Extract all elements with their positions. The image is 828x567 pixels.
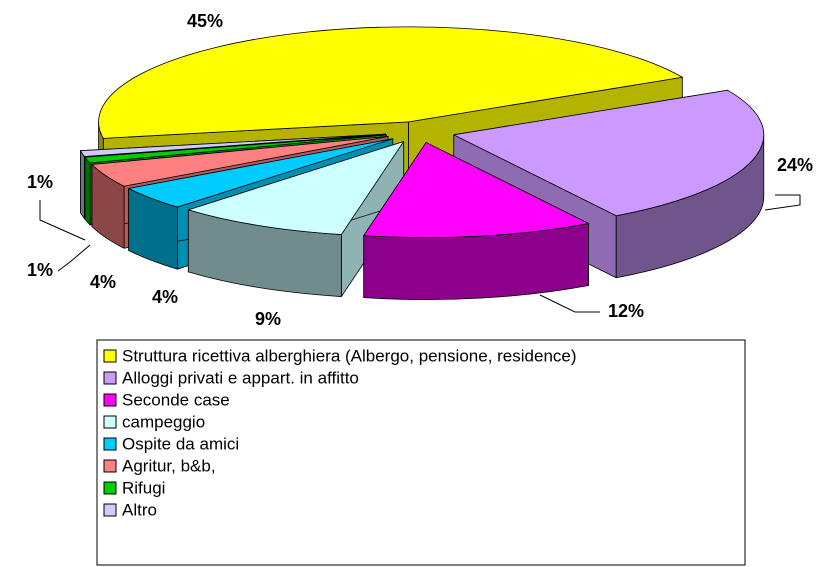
legend-swatch	[103, 371, 117, 385]
legend-swatch	[103, 393, 117, 407]
slice-side	[84, 156, 91, 226]
legend-label: Agritur, b&b,	[122, 456, 216, 475]
legend-box	[96, 339, 746, 566]
data-label: 45%	[187, 11, 223, 31]
legend-swatch	[103, 415, 117, 429]
legend-swatch	[103, 459, 117, 473]
legend-label: Ospite da amici	[122, 434, 239, 453]
slice	[98, 26, 683, 139]
leader-line	[39, 200, 86, 241]
slice	[91, 136, 389, 187]
data-label: 4%	[90, 272, 116, 292]
slice	[128, 138, 394, 208]
data-label: 4%	[152, 287, 178, 307]
legend-label: campeggio	[122, 412, 205, 431]
legend-swatch	[103, 503, 117, 517]
legend-label: Alloggi privati e appart. in affitto	[122, 368, 359, 387]
leader-line	[539, 294, 600, 313]
data-label: 12%	[608, 301, 644, 321]
legend-label: Rifugi	[122, 478, 165, 497]
legend-label: Altro	[122, 500, 157, 519]
pie	[80, 26, 765, 300]
leader-line	[764, 194, 801, 211]
data-label: 1%	[27, 172, 53, 192]
leader-line	[57, 244, 91, 272]
slice	[84, 134, 387, 164]
data-label: 24%	[777, 155, 813, 175]
legend: Struttura ricettiva alberghiera (Albergo…	[103, 346, 577, 519]
data-label: 9%	[255, 309, 281, 329]
legend-swatch	[103, 437, 117, 451]
slice	[363, 142, 589, 238]
data-label: 1%	[27, 260, 53, 280]
data-labels: 45% 24% 12% 9% 4% 4% 1% 1%	[27, 11, 813, 329]
slice	[187, 141, 405, 235]
slice	[80, 133, 387, 157]
legend-swatch	[103, 481, 117, 495]
slice	[453, 89, 765, 217]
legend-label: Seconde case	[122, 390, 230, 409]
legend-label: Struttura ricettiva alberghiera (Albergo…	[122, 346, 577, 365]
legend-swatch	[103, 349, 117, 363]
slice-side	[80, 150, 85, 219]
